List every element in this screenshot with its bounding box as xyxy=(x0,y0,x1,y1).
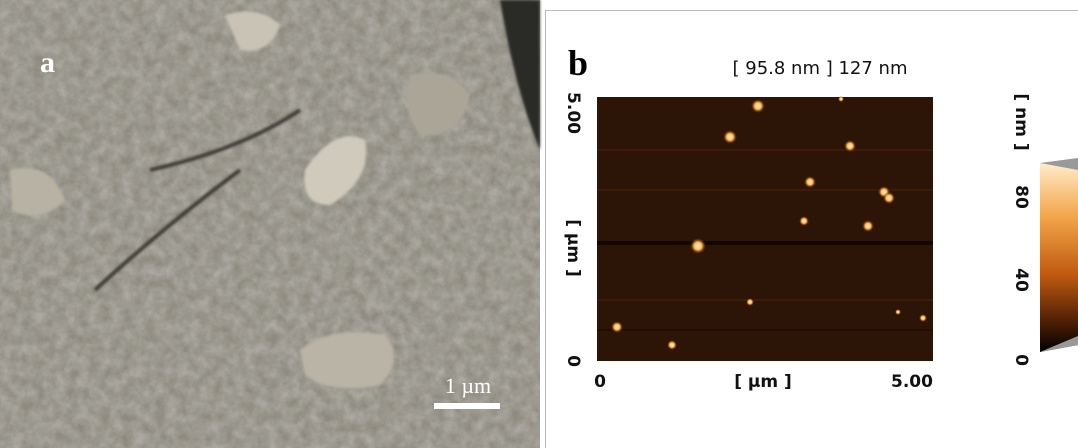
colorbar-tick: 80 xyxy=(1011,185,1031,209)
colorbar-cap xyxy=(1040,336,1078,352)
panel-label: b xyxy=(568,43,588,83)
y-axis-max: 5.00 xyxy=(563,92,583,134)
afm-image xyxy=(597,97,933,361)
y-axis-min: 0 xyxy=(563,355,583,367)
colorbar-tick: 40 xyxy=(1011,268,1031,292)
afm-particles xyxy=(611,96,927,350)
y-axis-label: [ µm ] xyxy=(563,219,583,277)
panel-b: b [ 95.8 nm ] 127 nm 5.00 [ µm ] 0 0 [ µ… xyxy=(545,10,1078,448)
x-axis-label: [ µm ] xyxy=(734,372,792,392)
colorbar-tick: 0 xyxy=(1011,354,1031,366)
sem-texture xyxy=(0,0,540,448)
scale-bar xyxy=(434,403,500,409)
colorbar xyxy=(1040,158,1078,352)
colorbar-cap xyxy=(1040,158,1078,170)
panel-a: a 1 µm xyxy=(0,0,540,448)
afm-streaks xyxy=(597,149,933,331)
panel-label: a xyxy=(40,46,55,79)
sem-features xyxy=(10,0,540,389)
colorbar-label: [ nm ] xyxy=(1011,93,1031,150)
x-axis-max: 5.00 xyxy=(891,372,933,392)
x-axis-min: 0 xyxy=(594,372,606,392)
image-header: [ 95.8 nm ] 127 nm xyxy=(733,58,908,79)
scale-bar-label: 1 µm xyxy=(445,373,491,398)
